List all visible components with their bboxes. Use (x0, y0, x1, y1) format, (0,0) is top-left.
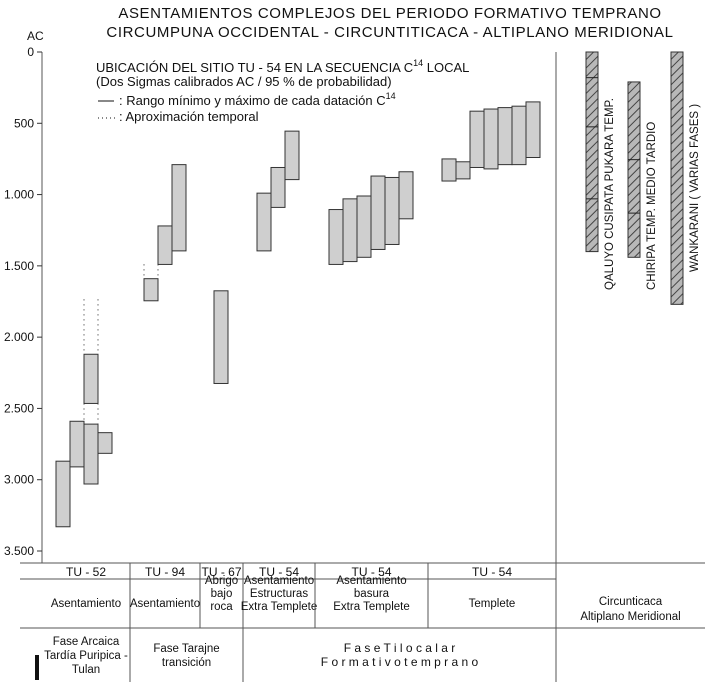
context-label: Asentamiento (51, 598, 121, 610)
range-bar (342, 198, 358, 263)
range-bar (497, 107, 513, 166)
range-bar (455, 161, 471, 180)
sequence-bar (585, 51, 599, 253)
context-label: Extra Templete (333, 601, 410, 613)
y-tick-label: 2.500 (4, 401, 34, 415)
site-label: TU - 54 (472, 565, 512, 579)
range-bar (83, 353, 99, 404)
range-bar (157, 225, 173, 265)
sequence-label: CHIRIPA TEMP. MEDIO TARDIO (646, 122, 658, 290)
range-bar (83, 423, 99, 485)
sequence-bar (670, 51, 684, 305)
phase-label: Fase Arcaica (53, 636, 120, 648)
annotation-text: LOCAL (423, 60, 469, 75)
phase-label: Tulan (72, 664, 100, 676)
legend-range: : Rango mínimo y máximo de cada datación… (119, 91, 396, 108)
region-label: Circunticaca (599, 596, 663, 608)
range-bar (469, 110, 485, 168)
annotation-superscript: 14 (413, 58, 423, 68)
range-bar (171, 164, 187, 252)
phase-label: F a s e T i l o c a l a r (344, 641, 456, 655)
range-bar (284, 130, 300, 181)
sequence-label: WANKARANI ( VARIAS FASES ) (689, 104, 701, 272)
range-bar (398, 171, 414, 220)
y-tick-label: 0 (27, 45, 34, 59)
legend-superscript: 14 (386, 91, 396, 101)
range-bar (270, 166, 286, 208)
y-tick-label: 3.000 (4, 473, 34, 487)
y-axis-label: AC (27, 29, 44, 43)
range-bar (55, 460, 71, 528)
context-label: Extra Templete (241, 601, 318, 613)
legend-approx: : Aproximación temporal (119, 109, 259, 124)
y-tick-label: 1.500 (4, 259, 34, 273)
range-bar (213, 290, 229, 384)
legend-text: : Rango mínimo y máximo de cada datación… (119, 93, 386, 108)
site-label: TU - 94 (145, 565, 185, 579)
range-bar (483, 108, 499, 170)
site-label: TU - 54 (351, 565, 391, 579)
site-label: TU - 67 (201, 565, 241, 579)
range-bar (69, 420, 85, 468)
range-bar (525, 101, 541, 159)
y-tick-label: 2.000 (4, 330, 34, 344)
y-tick-label: 500 (14, 116, 34, 130)
range-bar (441, 158, 457, 182)
title-line: CIRCUMPUNA OCCIDENTAL - CIRCUNTITICACA -… (106, 24, 673, 41)
title-line: ASENTAMIENTOS COMPLEJOS DEL PERIODO FORM… (118, 5, 661, 22)
sequence-label: QALUYO CUSIPATA PUKARA TEMP. (604, 98, 616, 290)
region-label: Altiplano Meridional (580, 611, 680, 623)
context-label: Asentamiento (336, 575, 406, 587)
phase-label: Fase Tarajne (153, 643, 219, 655)
range-bar (384, 176, 400, 245)
context-label: Asentamiento (130, 598, 200, 610)
context-label: Templete (469, 598, 516, 610)
annotation-heading: UBICACIÓN DEL SITIO TU - 54 EN LA SECUEN… (96, 58, 469, 75)
range-bar (511, 105, 527, 166)
annotation-text: UBICACIÓN DEL SITIO TU - 54 EN LA SECUEN… (96, 60, 413, 75)
y-tick-label: 1.000 (4, 188, 34, 202)
site-label: TU - 54 (259, 565, 299, 579)
range-bar (356, 195, 372, 258)
sequence-bar (627, 81, 641, 258)
range-bar (328, 209, 344, 265)
context-label: bajo (211, 588, 233, 600)
context-label: Estructuras (250, 588, 308, 600)
phase-label: Tardía Puripica - (44, 650, 128, 662)
context-label: Asentamiento (244, 575, 314, 587)
phase-label: transición (162, 657, 211, 669)
annotation-sub: (Dos Sigmas calibrados AC / 95 % de prob… (96, 74, 392, 89)
context-label: Abrigo (205, 575, 238, 587)
range-bar (97, 432, 113, 454)
site-label: TU - 52 (66, 565, 106, 579)
range-bar (370, 175, 386, 250)
context-label: basura (354, 588, 390, 600)
phase-label: F o r m a t i v o t e m p r a n o (321, 655, 479, 669)
range-bar (256, 192, 272, 252)
y-tick-label: 3.500 (4, 544, 34, 558)
edge-mark (35, 655, 39, 680)
context-label: roca (210, 601, 233, 613)
range-bar (143, 278, 159, 302)
